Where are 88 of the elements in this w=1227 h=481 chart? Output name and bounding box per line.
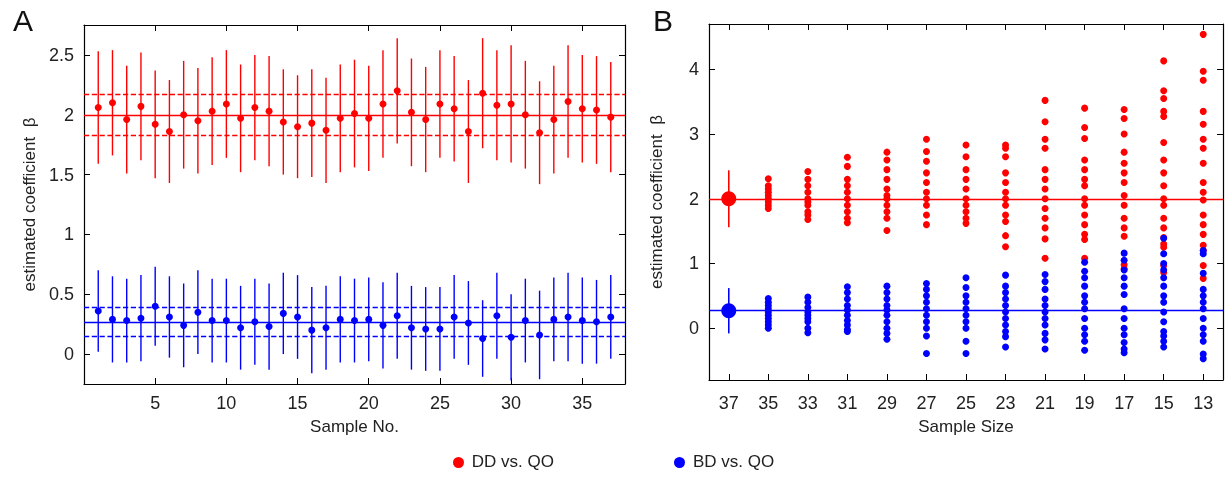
point	[464, 128, 472, 135]
y-tick-label: 1.5	[48, 164, 74, 185]
point	[336, 315, 344, 323]
point	[593, 106, 601, 114]
x-tick-label: 33	[797, 393, 818, 413]
x-tick-label: 25	[955, 393, 977, 413]
point	[137, 102, 145, 110]
x-tick-label: 27	[916, 393, 937, 413]
y-tick-label: 3	[688, 124, 699, 145]
x-tick-label: 13	[1193, 393, 1214, 413]
point	[165, 313, 173, 321]
y-tick-label: 0	[63, 344, 74, 365]
point	[550, 116, 558, 124]
x-axis-title: Sample Size	[918, 417, 1014, 436]
point	[279, 118, 287, 126]
point	[422, 325, 430, 333]
point	[422, 116, 430, 124]
legend-label: DD vs. QO	[471, 452, 554, 472]
x-tick-label: 15	[287, 393, 308, 413]
chart-title: B	[653, 3, 674, 37]
point	[108, 315, 116, 323]
y-tick-label: 0	[688, 318, 699, 339]
point	[450, 105, 458, 113]
point	[165, 128, 173, 135]
point	[151, 120, 159, 128]
point	[450, 313, 458, 321]
y-tick-label: 4	[688, 59, 699, 80]
x-tick-label: 30	[501, 393, 522, 413]
point	[108, 99, 116, 107]
point	[251, 104, 259, 112]
y-tick-label: 2	[63, 104, 74, 125]
point	[194, 117, 202, 125]
point	[564, 98, 572, 106]
chart-title: A	[13, 3, 34, 37]
point	[308, 119, 316, 127]
x-tick-label: 5	[150, 393, 161, 413]
point	[479, 89, 487, 97]
legend-label: BD vs. QO	[692, 452, 775, 472]
point	[393, 87, 401, 95]
point	[94, 307, 102, 315]
x-tick-label: 20	[358, 393, 379, 413]
x-tick-label: 29	[876, 393, 897, 413]
x-tick-label: 15	[1153, 393, 1174, 413]
point	[507, 333, 515, 341]
y-tick-label: 2	[688, 188, 699, 209]
point	[578, 105, 586, 113]
point	[94, 104, 102, 112]
point	[294, 123, 302, 131]
x-tick-label: 19	[1074, 393, 1095, 413]
point	[194, 308, 202, 316]
point	[308, 326, 316, 334]
point	[407, 108, 415, 116]
point	[208, 107, 216, 115]
point	[365, 315, 373, 323]
x-tick-label: 23	[995, 393, 1016, 413]
point	[322, 126, 330, 134]
point	[536, 129, 544, 137]
y-axis-title: estimated coefficient β	[20, 117, 40, 292]
point	[180, 321, 188, 329]
y-axis-title: estimated coefficient β	[647, 114, 666, 289]
x-tick-label: 10	[216, 393, 237, 413]
point	[322, 324, 330, 332]
point	[407, 324, 415, 332]
x-tick-label: 25	[429, 393, 450, 413]
point	[493, 312, 501, 320]
point	[294, 313, 302, 321]
y-tick-label: 0.5	[48, 284, 74, 305]
point	[222, 100, 230, 108]
x-tick-label: 31	[837, 393, 858, 413]
x-tick-label: 37	[718, 393, 739, 413]
point	[550, 315, 558, 323]
point	[493, 101, 501, 109]
x-axis-title: Sample No.	[310, 417, 399, 436]
point	[237, 324, 245, 332]
point	[123, 116, 131, 124]
point	[265, 323, 273, 331]
y-tick-label: 1	[63, 224, 74, 245]
x-tick-label: 35	[572, 393, 593, 413]
x-tick-label: 21	[1035, 393, 1056, 413]
y-tick-label: 1	[688, 253, 699, 274]
point	[265, 107, 273, 115]
y-tick-label: 2.5	[48, 44, 74, 65]
point	[137, 314, 145, 322]
point	[607, 313, 615, 321]
point	[393, 312, 401, 320]
x-tick-label: 35	[758, 393, 779, 413]
x-tick-label: 17	[1114, 393, 1135, 413]
point	[279, 309, 287, 317]
